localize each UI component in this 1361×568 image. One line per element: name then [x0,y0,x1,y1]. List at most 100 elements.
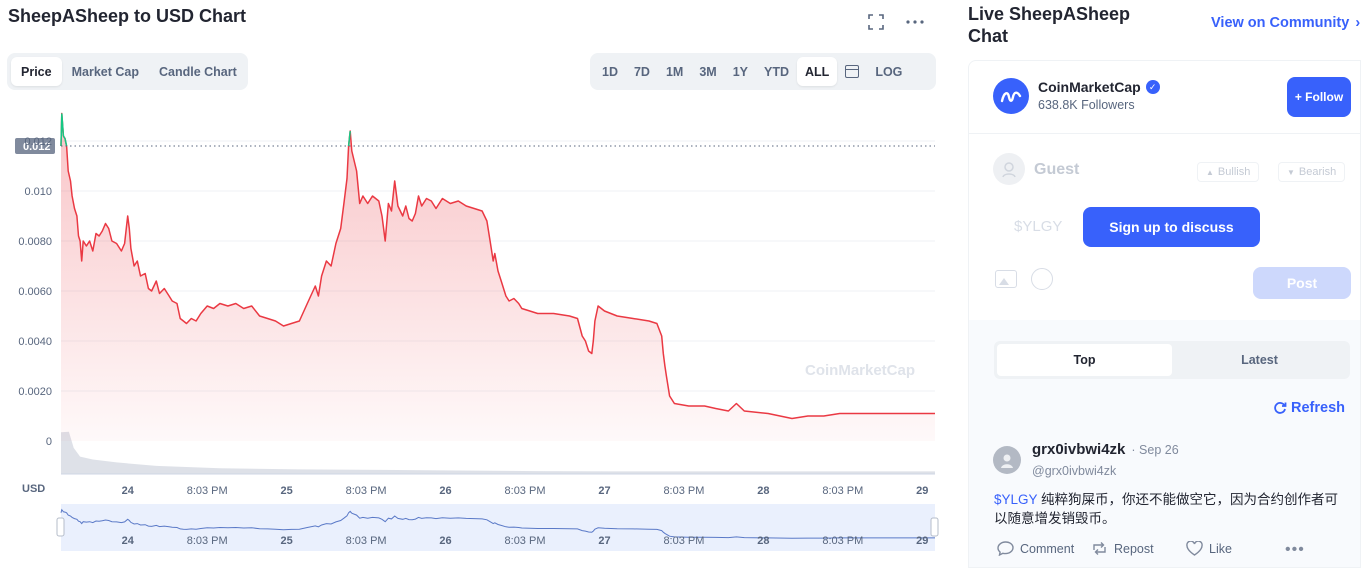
range-tabs: 1D 7D 1M 3M 1Y YTD ALL LOG [590,53,936,90]
chart-type-tabs: Price Market Cap Candle Chart [7,53,248,90]
navigator-tick-label: 24 [122,535,135,547]
x-tick-label: 8:03 PM [822,485,863,497]
range-all[interactable]: ALL [797,57,838,86]
follow-button[interactable]: + Follow [1287,77,1351,117]
range-ytd[interactable]: YTD [764,64,790,79]
x-tick-label: 8:03 PM [505,485,546,497]
bearish-button[interactable]: ▼ Bearish [1278,162,1346,182]
y-tick-label: 0.0080 [18,236,52,248]
tab-price[interactable]: Price [11,57,62,86]
range-7d[interactable]: 7D [633,64,650,79]
x-tick-label: 8:03 PM [187,485,228,497]
chat-card: CoinMarketCap ✓ 638.8K Followers + Follo… [968,60,1361,568]
repost-button[interactable]: Repost [1091,541,1154,556]
repost-icon [1093,542,1106,555]
sign-up-button[interactable]: Sign up to discuss [1083,207,1260,247]
y-tick-label: 0.012 [24,136,52,148]
repost-label: Repost [1114,541,1154,556]
navigator-handle-left [56,517,65,537]
post-date: · Sep 26 [1131,443,1179,457]
compose-area: Guest ▲ Bullish ▼ Bearish $YLGY Sign up … [969,135,1360,320]
post-username[interactable]: grx0ivbwi4zk · Sep 26 [1032,441,1179,458]
x-tick-label: 29 [916,485,928,497]
user-avatar-icon[interactable] [993,446,1021,474]
price-line-up [60,113,351,147]
comment-label: Comment [1020,541,1075,556]
account-followers: 638.8K Followers [1038,98,1135,112]
expand-icon[interactable] [865,12,887,32]
range-3m[interactable]: 3M [699,64,717,79]
x-tick-label: 28 [757,485,769,497]
x-tick-label: 26 [439,485,451,497]
coinmarketcap-logo-icon [993,78,1029,114]
post-ticker-tag[interactable]: $YLGY [994,492,1038,507]
y-tick-label: 0.0020 [18,386,52,398]
community-link-label: View on Community [1211,15,1350,31]
bullish-button[interactable]: ▲ Bullish [1197,162,1260,182]
current-price-label: 0.012 [15,138,55,154]
account-name[interactable]: CoinMarketCap ✓ [1038,79,1160,95]
y-tick-label: 0.0060 [18,286,52,298]
post-handle: @grx0ivbwi4zk [1032,464,1117,478]
verified-icon: ✓ [1145,80,1160,94]
x-tick-label: 24 [122,485,135,497]
range-1m[interactable]: 1M [665,64,684,79]
range-1d[interactable]: 1D [602,64,618,79]
tab-latest[interactable]: Latest [1241,353,1278,367]
navigator-tick-label: 8:03 PM [822,535,863,547]
post-more-icon[interactable]: ••• [1285,541,1305,558]
navigator-tick-label: 27 [598,535,610,547]
post-button[interactable]: Post [1253,267,1351,299]
tab-top[interactable]: Top [997,344,1172,376]
feed-tabs: Top Latest [994,341,1350,379]
navigator-tick-label: 8:03 PM [505,535,546,547]
x-tick-label: 8:03 PM [663,485,704,497]
y-tick-label: 0.0040 [18,336,52,348]
guest-avatar-icon [993,153,1025,185]
feed: Top Latest Refresh grx0ivbwi4zk · Sep 26 … [969,320,1360,567]
chat-title: Live SheepASheep Chat [968,4,1131,46]
volume-area [61,431,935,474]
chart-title: SheepASheep to USD Chart [8,6,247,26]
account-name-label: CoinMarketCap [1038,79,1141,95]
calendar-icon [845,65,860,78]
triangle-up-icon: ▲ [1206,167,1214,177]
heart-icon [1186,541,1203,556]
currency-label: USD [22,483,45,495]
post-text: 纯粹狗屎币，你还不能做空它，因为合约创作者可以随意增发销毁币。 [994,492,1339,526]
range-1y[interactable]: 1Y [732,64,749,79]
y-tick-label: 0.010 [24,186,52,198]
bullish-label: Bullish [1217,166,1251,178]
x-tick-label: 8:03 PM [346,485,387,497]
tab-candle-chart[interactable]: Candle Chart [158,64,237,79]
comment-icon [997,541,1014,556]
navigator-tick-label: 8:03 PM [187,535,228,547]
more-horizontal-icon[interactable] [904,12,926,32]
navigator-tick-label: 26 [439,535,451,547]
log-toggle[interactable]: LOG [875,64,903,79]
navigator-tick-label: 29 [916,535,928,547]
x-tick-label: 25 [281,485,293,497]
chevron-right-icon: › [1355,15,1361,31]
navigator-handle-right [930,517,939,537]
image-icon[interactable] [995,270,1017,288]
emoji-icon[interactable] [1031,268,1053,290]
y-tick-label: 0 [46,436,52,448]
post-body: $YLGY 纯粹狗屎币，你还不能做空它，因为合约创作者可以随意增发销毁币。 [994,490,1349,528]
tab-market-cap[interactable]: Market Cap [71,64,139,79]
guest-label: Guest [1034,161,1080,178]
refresh-icon [1274,402,1287,414]
post-input[interactable]: $YLGY [1014,218,1063,235]
refresh-button[interactable]: Refresh [1273,400,1345,416]
svg-text:0.012: 0.012 [23,141,51,153]
account-row: CoinMarketCap ✓ 638.8K Followers + Follo… [969,61,1360,134]
comment-button[interactable]: Comment [997,541,1074,556]
price-chart[interactable]: 0.012 CoinMarketCap 0 0.0020 0.0040 0.0060 0… [0,96,945,566]
like-button[interactable]: Like [1186,541,1232,556]
username-label: grx0ivbwi4zk [1032,441,1126,458]
navigator-tick-label: 8:03 PM [346,535,387,547]
post-actions: Comment Repost Like ••• [997,541,1347,561]
view-on-community-link[interactable]: View on Community › [1211,15,1360,31]
refresh-label: Refresh [1291,400,1345,416]
calendar-button[interactable] [837,57,867,86]
